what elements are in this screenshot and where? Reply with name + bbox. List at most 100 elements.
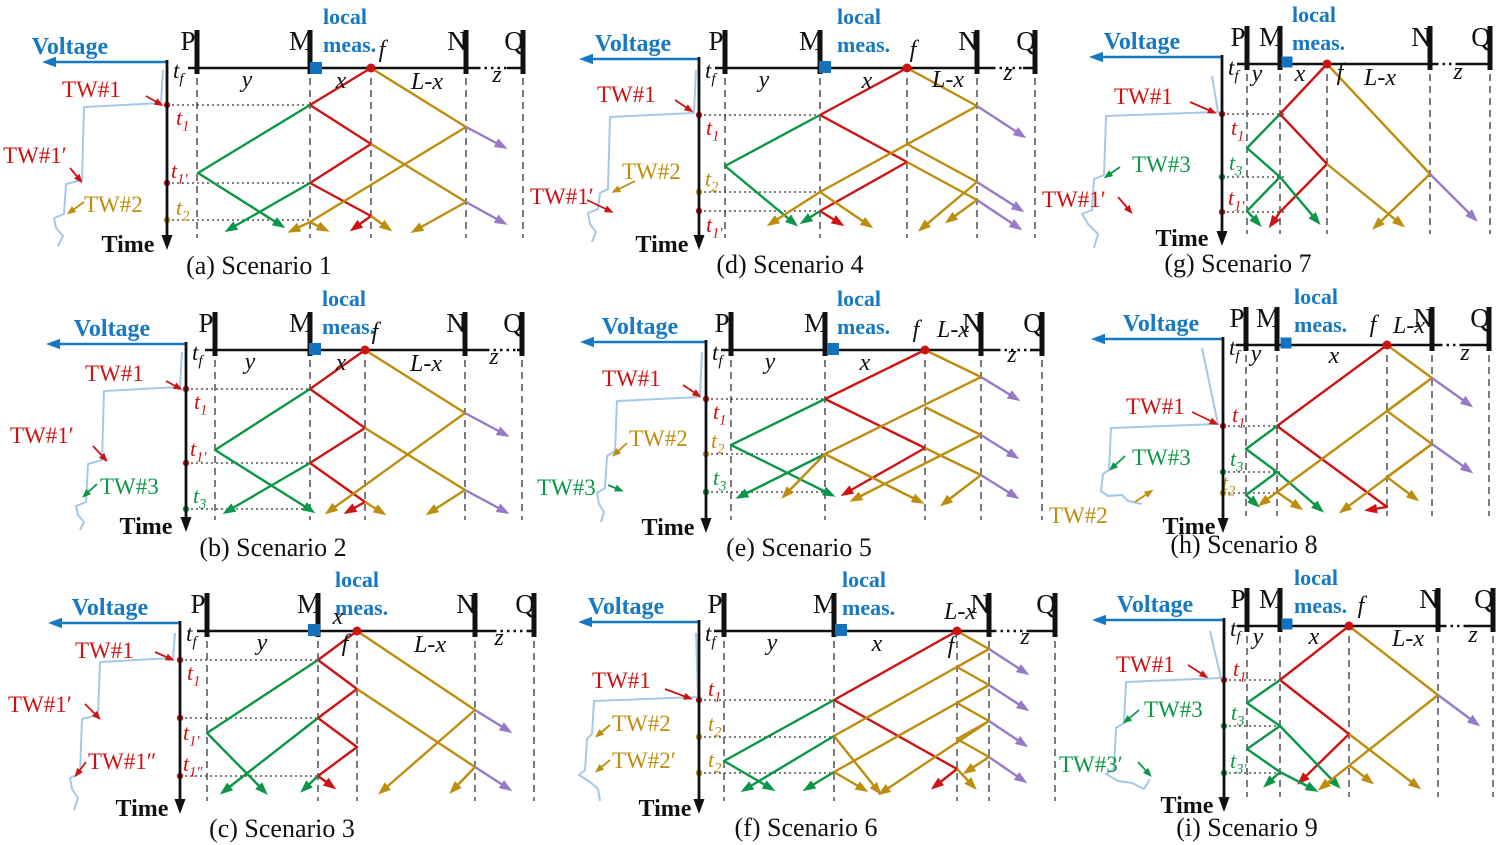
measurement-square [827, 343, 839, 355]
ray-purple-9-arrowhead [1008, 219, 1023, 231]
ray-green-1-arrowhead [761, 780, 776, 792]
bus-label-Q: Q [503, 308, 523, 338]
tw-label: TW#3′ [1059, 752, 1123, 777]
time-label: Time [102, 232, 155, 258]
bus-label-N: N [1413, 303, 1433, 333]
local-meas-line2: meas. [837, 32, 890, 57]
voltage-waveform [1105, 630, 1222, 790]
ray-yellow-5-arrowhead [849, 491, 864, 502]
ray-purple-8-arrowhead [1010, 201, 1025, 213]
bus-label-N: N [1419, 584, 1439, 614]
voltage-waveform [69, 632, 176, 811]
voltage-arrowhead [42, 56, 56, 68]
time-label-t1: t1 [176, 105, 189, 134]
segment-label-y: y [1251, 624, 1264, 650]
ray-yellow-6 [833, 735, 880, 793]
ray-yellow-5-arrowhead [917, 219, 931, 232]
ray-yellow-7 [833, 683, 990, 774]
panel-a: t1 t1′ t2 P M N Q Voltage Time tf local meas. y x L-x z… [3, 4, 526, 280]
ray-red-0-arrowhead [1268, 214, 1281, 229]
time-label: Time [642, 515, 695, 541]
measurement-square [310, 62, 322, 74]
ray-yellow-4 [824, 452, 922, 504]
ray-yellow-4-arrowhead [1317, 778, 1332, 791]
time-label-t3′: t3′ [1230, 748, 1247, 777]
ray-green-1 [1244, 425, 1279, 506]
segment-label-z: z [1006, 342, 1017, 368]
ray-yellow-4 [1385, 377, 1434, 500]
tw-leader-arrowhead [153, 98, 164, 106]
tw-label: TW#3 [1144, 697, 1203, 722]
ray-green-2 [743, 734, 835, 792]
ray-green-1 [723, 113, 821, 225]
tw-label: TW#2′ [612, 748, 676, 773]
tw-label: TW#1 [1114, 84, 1173, 109]
ray-green-2 [225, 461, 311, 514]
tf-label: tf [705, 58, 717, 88]
caption-a: (a) Scenario 1 [186, 251, 332, 280]
tw-label: TW#2 [84, 192, 143, 217]
ray-green-2-arrowhead [740, 781, 755, 793]
measurement-square [1281, 618, 1293, 630]
ray-green-1 [722, 698, 835, 791]
tw-label: TW#1′ [3, 143, 67, 168]
tw-label: TW#2 [629, 426, 688, 451]
bus-label-P: P [1230, 584, 1245, 614]
time-label: Time [1156, 226, 1209, 252]
ray-purple-13-arrowhead [1014, 736, 1029, 748]
time-label: Time [636, 232, 689, 258]
time-arrowhead [700, 518, 712, 533]
time-arrowhead [1216, 231, 1228, 246]
voltage-label: Voltage [595, 31, 672, 57]
tw-label: TW#1′ [8, 692, 72, 717]
voltage-label: Voltage [1104, 29, 1181, 55]
bus-label-Q: Q [504, 26, 524, 56]
local-meas-line1: local [323, 4, 367, 29]
tf-label: tf [705, 621, 717, 651]
ray-yellow-6-arrowhead [944, 211, 959, 224]
tw-leader-arrowhead [98, 452, 108, 462]
tw-label: TW#3 [537, 475, 596, 500]
segment-label-z: z [1452, 59, 1463, 85]
voltage-label: Voltage [1117, 592, 1194, 618]
tw-label: TW#1 [1126, 394, 1185, 419]
ray-red-0 [1275, 344, 1389, 512]
ray-red-0-arrowhead [930, 777, 945, 790]
ray-yellow-3-arrowhead [1257, 494, 1272, 507]
time-label-t1: t1 [1233, 656, 1246, 685]
ray-green-1-arrowhead [1263, 775, 1276, 788]
bus-label-M: M [813, 589, 837, 619]
ray-yellow-4 [1326, 163, 1403, 226]
time-label-t1′: t1′ [1228, 185, 1245, 214]
time-label: Time [639, 796, 692, 822]
tw-leader-arrowhead [91, 710, 101, 720]
voltage-arrowhead [1089, 51, 1103, 63]
ray-purple-7-arrowhead [493, 138, 508, 149]
tw-label: TW#1 [597, 82, 656, 107]
ray-yellow-3 [1260, 344, 1434, 505]
fault-dot [360, 345, 370, 355]
ray-green-1-arrowhead [785, 214, 799, 227]
local-meas-line1: local [322, 286, 366, 311]
voltage-arrowhead [580, 336, 594, 348]
ray-yellow-4-arrowhead [377, 782, 391, 795]
ray-yellow-4-arrowhead [910, 493, 925, 504]
ray-yellow-5-arrowhead [1407, 777, 1422, 790]
time-arrowhead [174, 799, 186, 814]
bus-label-P: P [180, 26, 195, 56]
voltage-arrowhead [579, 53, 593, 65]
ray-yellow-6-arrowhead [1360, 772, 1375, 785]
ray-red-0-arrowhead [349, 219, 364, 232]
ray-yellow-5 [906, 142, 979, 230]
time-label-t3: t3 [1231, 700, 1244, 729]
tf-label: tf [712, 340, 724, 370]
ray-yellow-4-arrowhead [315, 221, 330, 232]
local-meas-line2: meas. [1294, 312, 1347, 337]
measurement-square [308, 624, 320, 636]
time-label: Time [1161, 793, 1214, 819]
segment-label-x: x [335, 350, 347, 376]
bus-label-Q: Q [1036, 589, 1056, 619]
voltage-arrowhead [578, 616, 592, 628]
